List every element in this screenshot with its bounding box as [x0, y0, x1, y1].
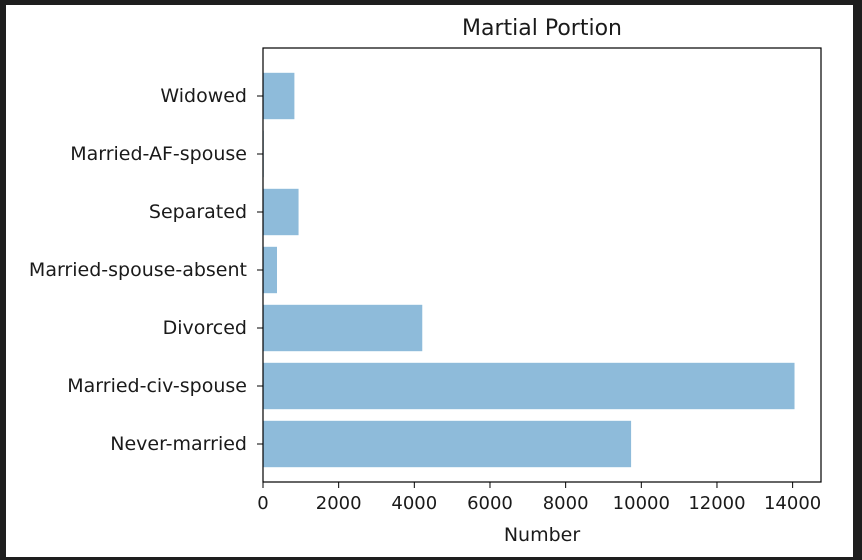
chart-figure: Martial Portion Never-married Married-civ…	[6, 5, 853, 557]
bar-married-civ-spouse	[263, 362, 795, 410]
y-tick-label-married-spouse-absent: Married-spouse-absent	[29, 259, 247, 281]
x-tick-label-10000: 10000	[613, 493, 670, 514]
y-tick-label-divorced: Divorced	[163, 317, 247, 339]
x-axis-label: Number	[504, 524, 581, 546]
chart-title: Martial Portion	[462, 16, 622, 41]
x-tick-label-0: 0	[257, 493, 268, 514]
y-tick-label-married-af-spouse: Married-AF-spouse	[70, 143, 247, 165]
y-tick-label-widowed: Widowed	[160, 85, 247, 107]
bar-widowed	[263, 72, 295, 120]
y-tick-label-never-married: Never-married	[110, 433, 247, 455]
chart-svg: Martial Portion Never-married Married-civ…	[29, 16, 822, 546]
x-tick-label-14000: 14000	[764, 493, 821, 514]
bar-never-married	[263, 420, 632, 468]
bar-married-spouse-absent	[263, 246, 277, 294]
x-tick-label-8000: 8000	[543, 493, 589, 514]
y-tick-label-married-civ-spouse: Married-civ-spouse	[67, 375, 247, 397]
bars-group	[263, 72, 795, 468]
bar-separated	[263, 188, 299, 236]
x-axis: 0 2000 4000 6000 8000 10000 12000 14000	[257, 482, 821, 514]
y-tick-label-separated: Separated	[149, 201, 247, 223]
x-tick-label-12000: 12000	[688, 493, 745, 514]
plot-area-frame	[262, 47, 822, 483]
x-tick-label-4000: 4000	[391, 493, 437, 514]
x-tick-label-2000: 2000	[316, 493, 362, 514]
bar-divorced	[263, 304, 423, 352]
x-tick-label-6000: 6000	[467, 493, 513, 514]
y-axis: Never-married Married-civ-spouse Divorced M…	[29, 85, 263, 455]
